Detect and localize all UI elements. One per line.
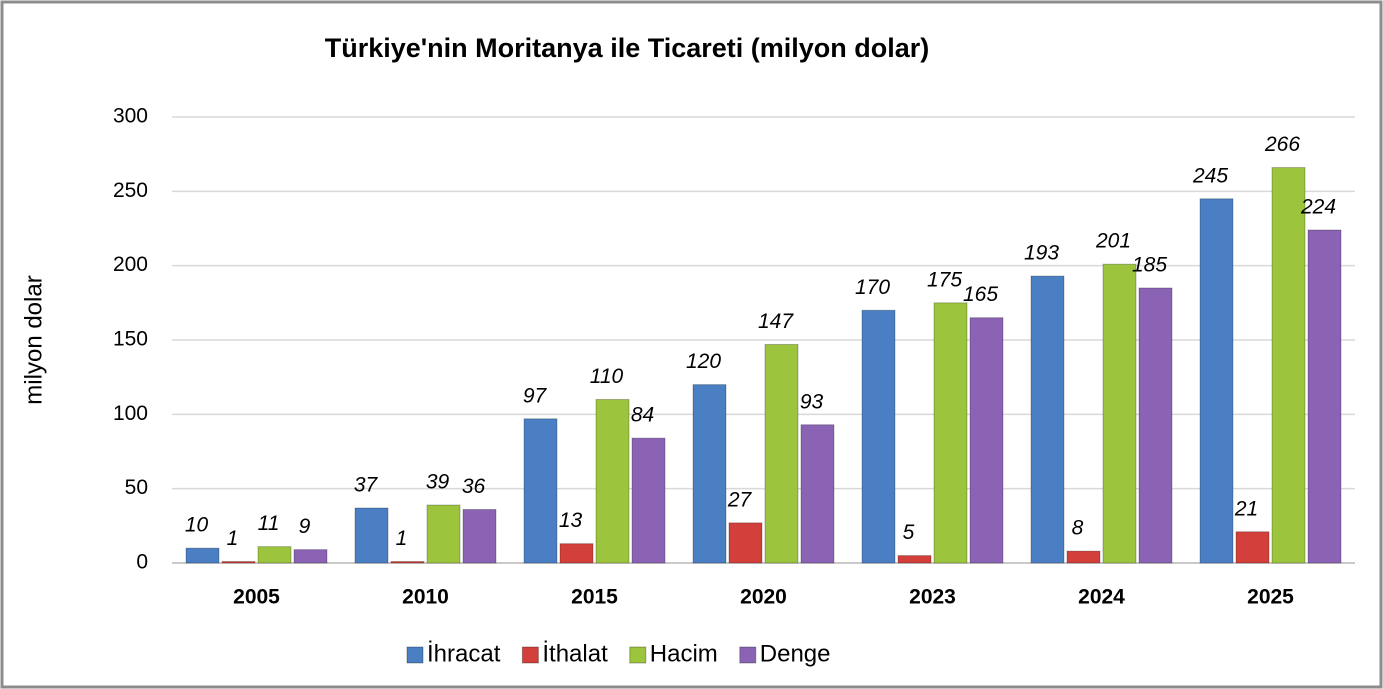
- bar: [933, 302, 968, 564]
- legend-label: İhracat: [427, 640, 501, 667]
- bar: [1066, 550, 1101, 564]
- bar: [462, 508, 497, 564]
- bar: [1271, 167, 1306, 564]
- data-label: 1: [227, 527, 239, 550]
- bar: [631, 437, 666, 564]
- data-label: 170: [855, 276, 890, 299]
- x-tick-label: 2010: [402, 586, 449, 609]
- data-label: 1: [396, 527, 408, 550]
- bar: [1307, 229, 1342, 564]
- data-label: 9: [299, 515, 311, 538]
- x-tick-label: 2024: [1078, 586, 1125, 609]
- bar: [354, 507, 389, 564]
- data-label: 185: [1132, 254, 1167, 277]
- y-tick-label: 100: [113, 402, 148, 425]
- legend-label: Hacim: [650, 640, 718, 667]
- data-label: 36: [462, 475, 486, 498]
- data-label: 193: [1024, 242, 1059, 265]
- legend-label: Denge: [760, 640, 831, 667]
- bar: [185, 547, 220, 564]
- data-label: 266: [1264, 133, 1300, 156]
- y-tick-label: 300: [113, 105, 148, 128]
- y-tick-label: 200: [113, 253, 148, 276]
- bar: [595, 398, 630, 564]
- data-label: 201: [1095, 230, 1131, 253]
- y-tick-label: 50: [125, 476, 148, 499]
- legend-label: İthalat: [542, 640, 608, 667]
- legend-swatch: [521, 646, 539, 664]
- y-axis-label: milyon dolar: [20, 275, 47, 404]
- data-label: 13: [559, 509, 583, 532]
- x-tick-label: 2020: [740, 586, 787, 609]
- data-label: 97: [523, 384, 548, 407]
- y-tick-label: 150: [113, 328, 148, 351]
- data-label: 165: [963, 283, 998, 306]
- bar: [800, 424, 835, 564]
- data-label: 175: [927, 268, 962, 291]
- data-label: 93: [800, 390, 824, 413]
- data-label: 120: [686, 350, 721, 373]
- bar: [1199, 198, 1234, 564]
- y-tick-label: 0: [136, 551, 148, 574]
- data-label: 110: [590, 365, 624, 388]
- data-label: 5: [903, 521, 915, 544]
- data-label: 11: [258, 512, 280, 535]
- data-label: 84: [631, 404, 654, 427]
- bar: [426, 504, 461, 564]
- legend-swatch: [739, 646, 757, 664]
- data-label: 27: [727, 488, 753, 511]
- bar: [728, 522, 763, 564]
- x-tick-label: 2005: [233, 586, 280, 609]
- data-label: 10: [185, 514, 209, 537]
- bar: [257, 546, 292, 564]
- x-tick-label: 2015: [571, 586, 618, 609]
- bar: [1138, 287, 1173, 564]
- bar: [1102, 263, 1137, 564]
- data-label: 245: [1192, 164, 1228, 187]
- bar: [1235, 531, 1270, 564]
- data-label: 39: [426, 471, 450, 494]
- bar: [897, 555, 932, 564]
- legend-swatch: [406, 646, 424, 664]
- bar: [1030, 275, 1065, 564]
- bar: [692, 384, 727, 564]
- bar: [221, 561, 256, 564]
- data-label: 147: [758, 310, 794, 333]
- legend-swatch: [629, 646, 647, 664]
- data-label: 37: [354, 474, 379, 497]
- data-label: 8: [1072, 517, 1084, 540]
- y-tick-label: 250: [113, 179, 148, 202]
- bar: [764, 343, 799, 564]
- x-tick-label: 2025: [1247, 586, 1294, 609]
- bar: [969, 317, 1004, 564]
- data-label: 224: [1300, 196, 1336, 219]
- data-label: 21: [1234, 497, 1258, 520]
- bar: [293, 549, 328, 564]
- bar: [523, 418, 558, 564]
- bar: [861, 309, 896, 564]
- chart-title: Türkiye'nin Moritanya ile Ticareti (mily…: [325, 33, 930, 63]
- bar: [559, 543, 594, 564]
- bar: [390, 561, 425, 564]
- x-tick-label: 2023: [909, 586, 956, 609]
